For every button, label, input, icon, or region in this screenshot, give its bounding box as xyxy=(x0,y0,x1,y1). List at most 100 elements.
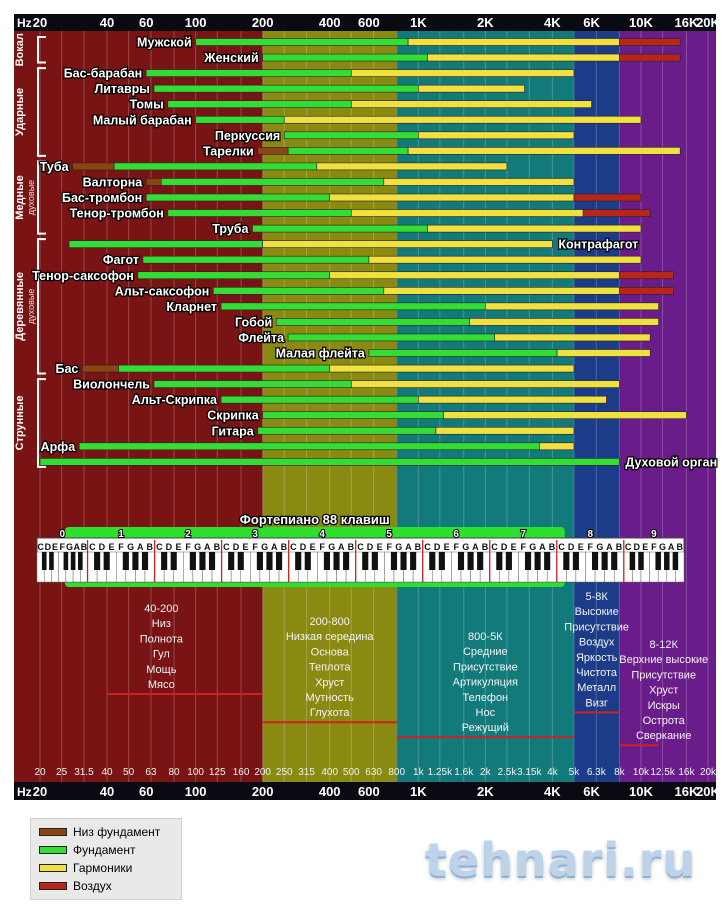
note-letter-1-4: G xyxy=(127,542,134,552)
instrument-label-3: Литавры xyxy=(94,82,150,96)
octave-number-3: 3 xyxy=(252,529,258,540)
black-key-3-4 xyxy=(266,552,273,570)
black-key-5-4 xyxy=(400,552,407,570)
legend-label-harm: Гармоники xyxy=(73,861,133,875)
note-letter-0-2: E xyxy=(52,542,58,552)
black-key-4-0 xyxy=(295,552,302,570)
bar-air-1 xyxy=(619,53,681,62)
instrument-label-23: Альт-Скрипка xyxy=(132,393,218,407)
axis-bottom-tick-6: 600 xyxy=(358,784,380,799)
note-letter-2-3: F xyxy=(185,542,191,552)
bar-harm-7 xyxy=(407,147,681,155)
minor-tick-label-14: 500 xyxy=(343,767,360,778)
minor-tick-label-11: 250 xyxy=(276,767,293,778)
band-desc-3-5: Чистота xyxy=(576,667,618,679)
black-key-8-3 xyxy=(591,552,599,570)
bar-air-10 xyxy=(573,193,642,202)
black-key-3-0 xyxy=(228,552,235,570)
note-letter-8-6: B xyxy=(616,542,623,552)
minor-tick-label-7: 100 xyxy=(187,767,204,778)
instrument-label-7: Тарелки xyxy=(203,144,254,158)
bar-harm-25 xyxy=(435,426,575,435)
minor-tick-label-26: 8k xyxy=(614,767,626,778)
bar-harm-26 xyxy=(539,442,575,451)
note-letter-3-2: E xyxy=(243,542,249,552)
black-key-8-4 xyxy=(601,552,608,570)
band-desc-2-0: 800-5К xyxy=(468,631,503,643)
note-letter-1-6: B xyxy=(147,542,154,552)
band-desc-3-4: Яркость xyxy=(576,652,618,664)
note-letter-2-4: G xyxy=(194,542,201,552)
axis-top-tick-2: 60 xyxy=(139,15,153,30)
axis-bottom-tick-12: 16K xyxy=(674,784,698,799)
band-desc-4-2: Присутствие xyxy=(631,669,696,681)
bar-fund-5 xyxy=(195,115,285,124)
black-key-6-1 xyxy=(438,552,445,570)
minor-tick-label-19: 1.6k xyxy=(454,767,474,778)
black-key-9-1 xyxy=(638,552,644,570)
black-key-5-1 xyxy=(371,552,378,570)
bar-harm-24 xyxy=(443,411,687,420)
black-key-7-1 xyxy=(505,552,512,570)
group-bracket-4 xyxy=(37,378,46,468)
note-letter-9-2: E xyxy=(642,542,648,552)
minor-tick-label-28: 12.5k xyxy=(650,767,675,778)
note-letter-5-6: B xyxy=(415,542,422,552)
watermark: tehnari.ru xyxy=(425,833,697,887)
band-desc-4-1: Верхние высокие xyxy=(619,654,708,666)
black-key-4-4 xyxy=(333,552,340,570)
bar-air-11 xyxy=(582,209,651,217)
note-letter-8-4: G xyxy=(596,542,603,552)
band-desc-3-7: Визг xyxy=(585,697,608,709)
black-key-2-4 xyxy=(199,552,206,570)
bar-harm-17 xyxy=(485,302,659,311)
black-key-9-5 xyxy=(672,552,679,570)
instrument-label-26: Арфа xyxy=(41,440,77,454)
axis-bottom-tick-5: 400 xyxy=(319,784,341,799)
bar-fund-26 xyxy=(78,442,540,451)
note-letter-5-1: D xyxy=(367,542,374,552)
note-letter-8-5: A xyxy=(606,542,613,552)
note-letter-2-2: E xyxy=(176,542,182,552)
minor-tick-label-6: 80 xyxy=(168,767,180,778)
bar-harm-15 xyxy=(329,271,620,280)
instrument-label-14: Фагот xyxy=(103,253,139,267)
note-letter-2-5: A xyxy=(204,542,211,552)
band-desc-0-5: Мясо xyxy=(148,679,175,691)
note-letter-6-3: F xyxy=(453,542,459,552)
group-bracket-3 xyxy=(37,238,46,375)
octave-number-5: 5 xyxy=(386,529,392,540)
minor-tick-label-15: 630 xyxy=(365,767,382,778)
bar-harm-18 xyxy=(469,318,659,326)
note-letter-0-0: C xyxy=(37,542,44,552)
note-letter-4-5: A xyxy=(338,542,345,552)
group-label-1: Ударные xyxy=(14,88,26,136)
axis-top-tick-9: 4K xyxy=(544,15,561,30)
bar-air-0 xyxy=(619,38,681,46)
bar-low-9 xyxy=(145,178,162,186)
black-key-5-5 xyxy=(410,552,417,570)
axis-bottom-hz-label: Hz xyxy=(17,785,32,799)
note-letter-7-0: C xyxy=(491,542,498,552)
note-letter-8-3: F xyxy=(588,542,594,552)
instrument-label-2: Бас-барабан xyxy=(64,67,143,81)
octave-number-8: 8 xyxy=(587,529,593,540)
band-desc-4-0: 8-12К xyxy=(649,639,678,651)
instrument-label-27: Духовой орган xyxy=(625,455,717,469)
axis-top-tick-1: 40 xyxy=(100,15,114,30)
bar-fund-19 xyxy=(287,333,495,342)
note-letter-5-3: F xyxy=(386,542,392,552)
instrument-label-18: Гобой xyxy=(235,315,272,329)
note-letter-0-3: F xyxy=(60,542,66,552)
black-key-1-4 xyxy=(132,552,139,570)
band-desc-0-2: Полнота xyxy=(140,633,184,645)
bar-harm-4 xyxy=(350,100,592,108)
axis-top-tick-3: 100 xyxy=(185,15,207,30)
band-desc-3-1: Высокие xyxy=(575,606,619,618)
band-0 xyxy=(14,28,263,782)
legend-label-fund: Фундамент xyxy=(73,843,136,857)
black-key-0-4 xyxy=(70,552,76,570)
instrument-label-19: Флейта xyxy=(238,331,285,345)
axis-bottom-tick-11: 10K xyxy=(629,784,653,799)
legend-label-low: Низ фундамент xyxy=(73,825,161,839)
